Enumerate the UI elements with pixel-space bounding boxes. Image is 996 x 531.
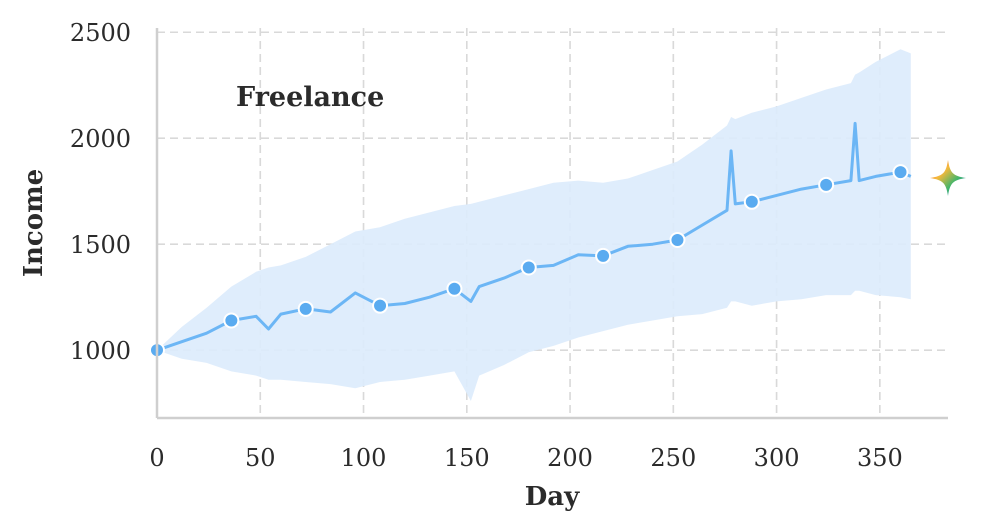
series-marker	[520, 259, 537, 276]
x-tick-label: 200	[547, 444, 593, 472]
series-marker	[892, 164, 909, 181]
series-marker	[818, 176, 835, 193]
x-tick-label: 0	[149, 444, 164, 472]
y-tick-label: 1500	[70, 231, 131, 259]
x-tick-label: 250	[650, 444, 696, 472]
sparkle-icon	[930, 160, 966, 196]
confidence-band-area	[157, 49, 911, 401]
x-tick-label: 100	[341, 444, 387, 472]
y-tick-label: 2500	[70, 19, 131, 47]
y-tick-labels: 1000 1500 2000 2500	[70, 19, 131, 365]
series-marker	[669, 231, 686, 248]
x-tick-label: 350	[857, 444, 903, 472]
series-marker	[223, 312, 240, 329]
series-markers	[149, 164, 909, 359]
y-axis-title: Income	[19, 169, 49, 277]
series-marker	[372, 297, 389, 314]
series-marker	[743, 193, 760, 210]
confidence-band	[157, 49, 911, 401]
series-marker	[446, 280, 463, 297]
y-tick-label: 1000	[70, 337, 131, 365]
x-tick-labels: 0 50 100 150 200 250 300 350	[149, 444, 902, 472]
x-tick-label: 300	[754, 444, 800, 472]
x-axis-title: Day	[525, 482, 580, 512]
series-marker	[595, 247, 612, 264]
y-tick-label: 2000	[70, 125, 131, 153]
series-annotation: Freelance	[236, 82, 384, 113]
series-marker	[297, 300, 314, 317]
x-tick-label: 150	[444, 444, 490, 472]
x-tick-label: 50	[245, 444, 276, 472]
axes	[155, 28, 948, 420]
